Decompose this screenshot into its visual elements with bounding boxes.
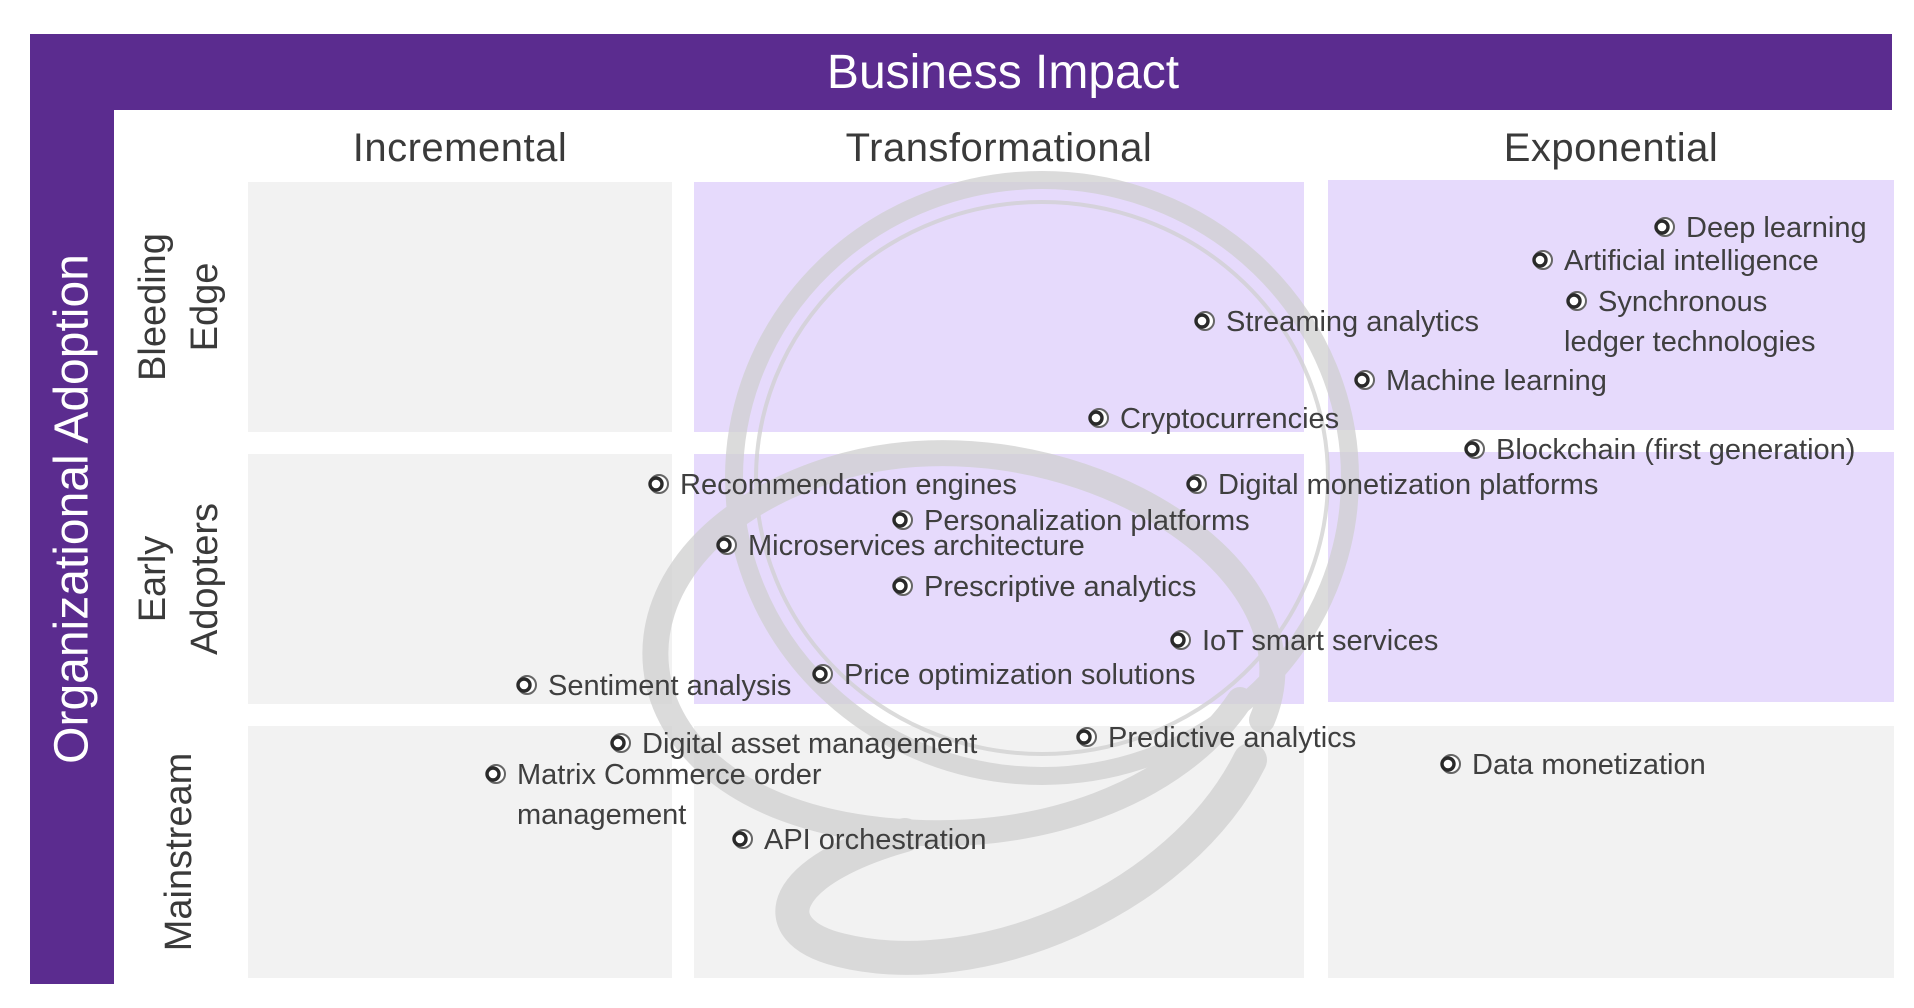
item-streaming-analytics: Streaming analytics: [1194, 302, 1479, 342]
row-header-early-adopters: Early Adopters: [132, 502, 226, 656]
business-impact-title: Business Impact: [826, 45, 1180, 99]
item-data-monetization: Data monetization: [1440, 745, 1706, 785]
row-header-bleeding-edge: Bleeding Edge: [132, 233, 226, 381]
ring-icon: [1566, 291, 1587, 311]
ring-icon: [1088, 408, 1109, 428]
ring-icon: [1464, 439, 1485, 459]
ring-icon: [1170, 630, 1191, 650]
ring-icon: [1194, 311, 1215, 331]
column-header-exponential: Exponential: [1503, 125, 1719, 170]
item-recommendation-engines: Recommendation engines: [648, 465, 1017, 505]
ring-icon: [1532, 250, 1553, 270]
ring-icon: [1440, 754, 1461, 774]
ring-icon: [1654, 217, 1675, 237]
ring-icon: [1076, 727, 1097, 747]
row-header-mainstream: Mainstream: [158, 752, 200, 952]
item-microservices-architecture: Microservices architecture: [716, 526, 1085, 566]
item-price-optimization: Price optimization solutions: [812, 655, 1195, 695]
ring-icon: [648, 474, 669, 494]
ring-icon: [732, 829, 753, 849]
ring-icon: [812, 664, 833, 684]
cell-bleeding-edge-incremental: [248, 182, 672, 432]
column-header-transformational: Transformational: [845, 125, 1153, 170]
ring-icon: [610, 733, 631, 753]
ring-icon: [516, 675, 537, 695]
item-matrix-commerce: Matrix Commerce order management: [485, 755, 822, 835]
ring-icon: [892, 576, 913, 596]
item-machine-learning: Machine learning: [1354, 361, 1607, 401]
ring-icon: [892, 510, 913, 530]
cell-bleeding-edge-exponential: [1328, 180, 1894, 430]
item-sentiment-analysis: Sentiment analysis: [516, 666, 791, 706]
item-cryptocurrencies: Cryptocurrencies: [1088, 399, 1339, 439]
cell-early-adopters-exponential: [1328, 452, 1894, 702]
item-prescriptive-analytics: Prescriptive analytics: [892, 567, 1196, 607]
ring-icon: [1186, 474, 1207, 494]
item-artificial-intelligence: Artificial intelligence: [1532, 241, 1819, 281]
item-iot-smart-services: IoT smart services: [1170, 621, 1438, 661]
cell-mainstream-exponential: [1328, 726, 1894, 978]
cell-early-adopters-incremental: [248, 454, 672, 704]
ring-icon: [716, 535, 737, 555]
organizational-adoption-banner: Organizational Adoption: [30, 34, 114, 984]
item-synchronous-ledger: Synchronous ledger technologies: [1564, 282, 1816, 362]
item-predictive-analytics: Predictive analytics: [1076, 718, 1356, 758]
organizational-adoption-title: Organizational Adoption: [45, 254, 99, 764]
item-api-orchestration: API orchestration: [732, 820, 986, 860]
ring-icon: [485, 764, 506, 784]
item-digital-monetization: Digital monetization platforms: [1186, 465, 1598, 505]
item-blockchain: Blockchain (first generation): [1464, 430, 1855, 470]
item-personalization-platforms: Personalization platforms: [892, 501, 1250, 541]
cell-mainstream-incremental: [248, 726, 672, 978]
item-deep-learning: Deep learning: [1654, 208, 1867, 248]
ring-icon: [1354, 370, 1375, 390]
item-digital-asset-management: Digital asset management: [610, 724, 977, 764]
column-header-incremental: Incremental: [352, 125, 568, 170]
business-impact-banner: Business Impact: [114, 34, 1892, 110]
